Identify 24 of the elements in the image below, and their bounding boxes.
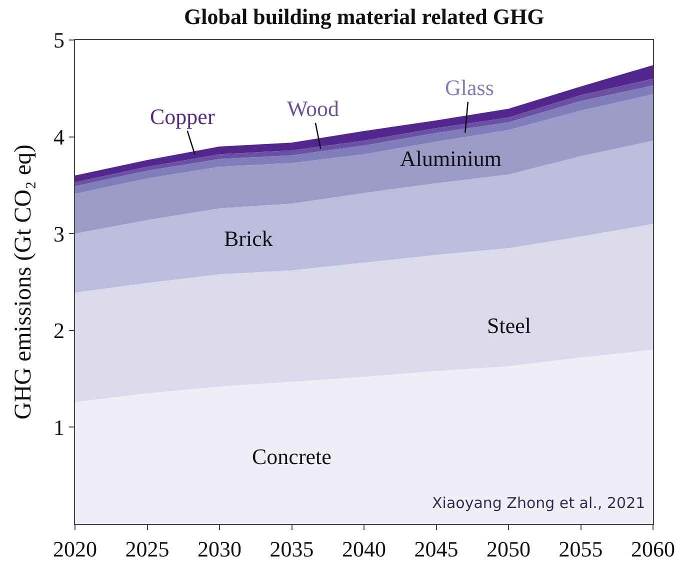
x-tick-label: 2050 [486, 536, 530, 562]
chart-title: Global building material related GHG [184, 4, 544, 30]
annotation: Xiaoyang Zhong et al., 2021 [432, 494, 646, 512]
y-tick-label: 4 [54, 124, 64, 150]
series-label: Concrete [252, 444, 332, 469]
y-axis-title: GHG emissions (Gt CO₂ eq) [10, 144, 37, 420]
x-tick-label: 2055 [558, 536, 603, 562]
series-label: Copper [150, 104, 216, 129]
series-label: Glass [445, 75, 494, 100]
y-tick-label: 5 [54, 28, 64, 53]
x-tick-label: 2035 [270, 536, 314, 562]
y-tick-label: 1 [54, 414, 64, 440]
y-tick-label: 2 [54, 318, 64, 344]
x-tick-label: 2030 [198, 536, 242, 562]
series-label: Wood [287, 96, 340, 121]
x-tick-label: 2040 [342, 536, 386, 562]
x-tick-label: 2060 [631, 536, 675, 562]
series-label: Steel [487, 313, 531, 338]
series-label: Aluminium [400, 146, 502, 171]
series-label: Brick [224, 226, 273, 251]
x-tick-label: 2020 [53, 536, 97, 562]
x-tick-label: 2045 [414, 536, 458, 562]
y-tick-label: 3 [54, 221, 64, 246]
x-tick-label: 2025 [125, 536, 170, 562]
